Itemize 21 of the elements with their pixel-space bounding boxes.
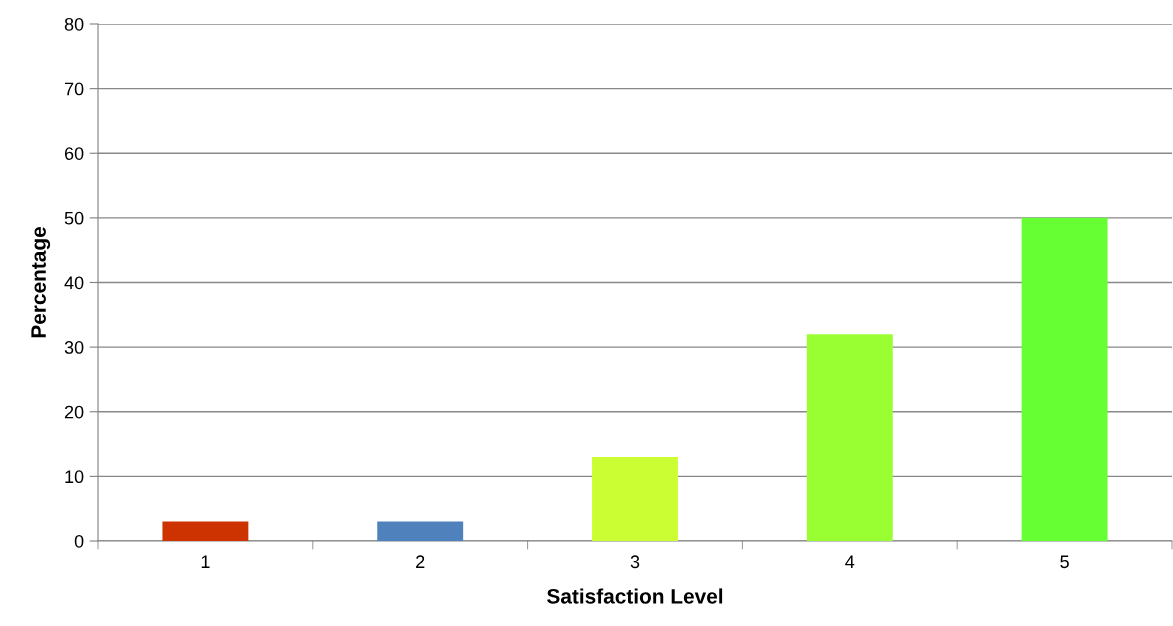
x-tick-label: 3 <box>630 555 640 569</box>
x-tick-label: 2 <box>416 555 425 568</box>
y-tick-label: 70 <box>64 82 84 96</box>
y-axis-title: Percentage <box>31 227 51 338</box>
x-tick-label: 5 <box>1060 555 1069 569</box>
bar <box>377 521 464 541</box>
y-tick-label: 30 <box>64 341 84 354</box>
x-tick-label: 4 <box>845 555 855 568</box>
bar <box>806 334 893 541</box>
x-axis-title: Satisfaction Level <box>547 588 723 604</box>
y-tick-label: 0 <box>74 534 84 548</box>
bar <box>592 456 678 541</box>
bar <box>1021 217 1108 541</box>
y-tick-label: 80 <box>64 17 84 31</box>
x-tick-label: 1 <box>201 555 210 568</box>
y-tick-label: 40 <box>64 276 84 290</box>
y-tick-label: 60 <box>64 147 84 160</box>
bar <box>162 521 249 541</box>
y-tick-label: 50 <box>64 211 84 225</box>
y-tick-label: 10 <box>65 470 84 484</box>
y-tick-label: 20 <box>64 405 84 419</box>
